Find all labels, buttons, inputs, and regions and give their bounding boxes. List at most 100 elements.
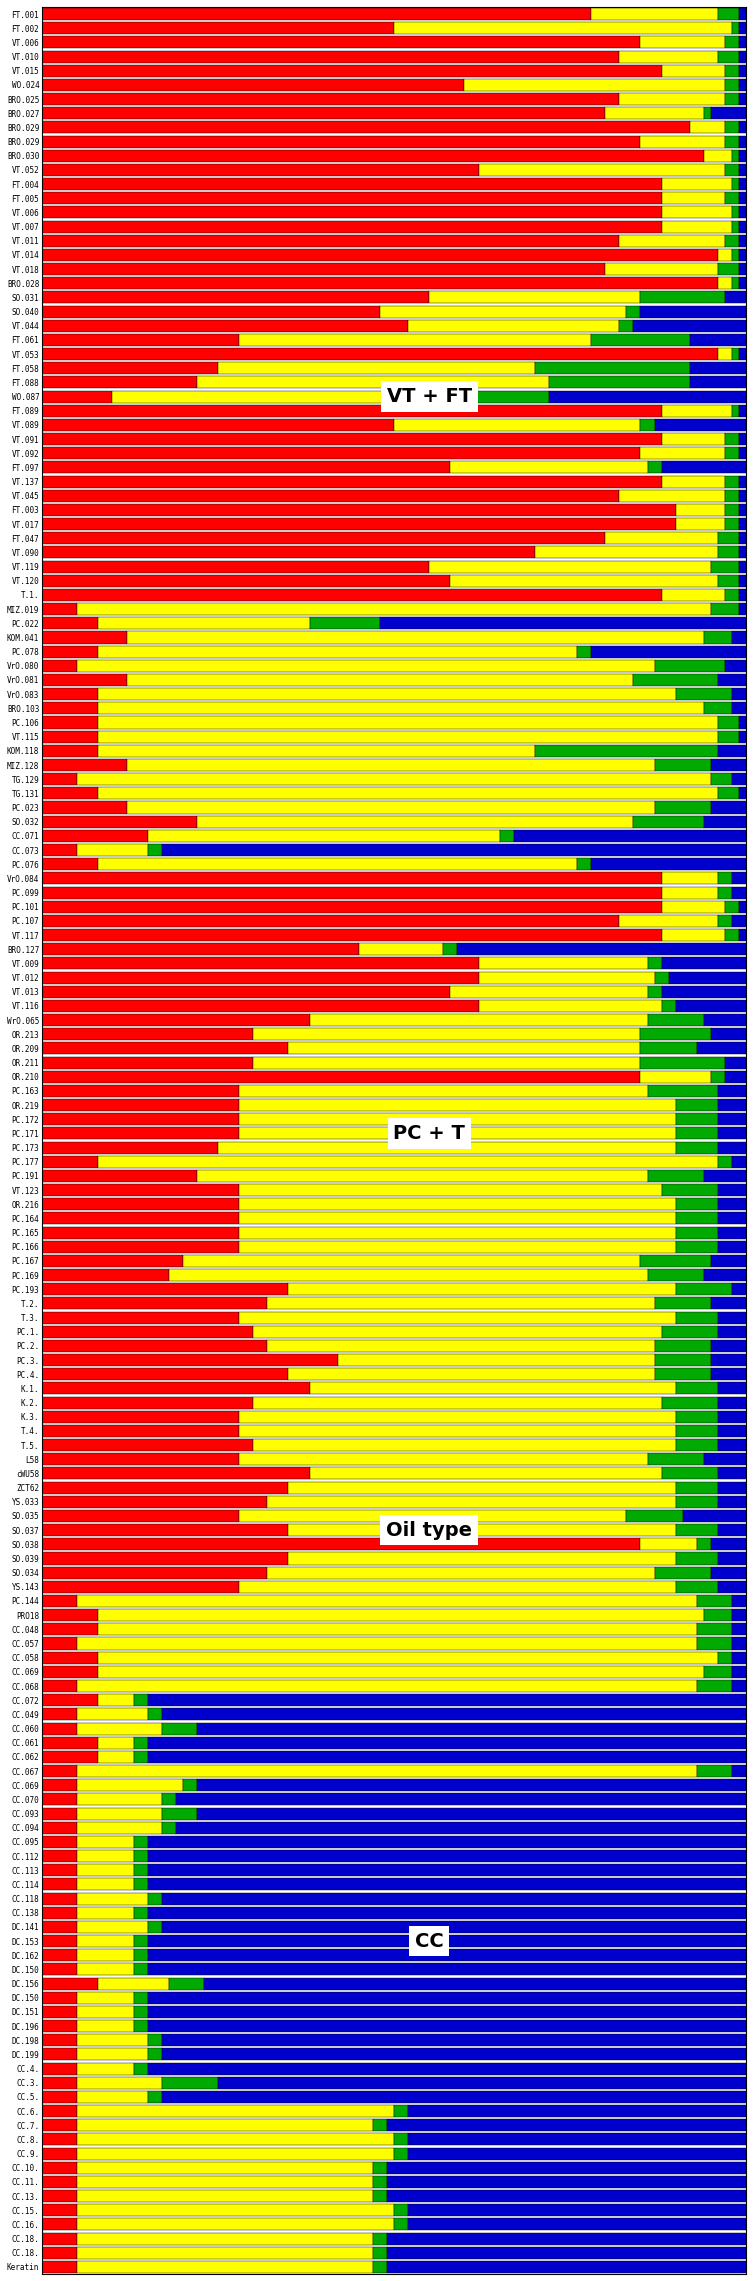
Bar	[239, 1227, 675, 1239]
Bar	[465, 390, 549, 404]
Bar	[704, 1665, 732, 1679]
Bar	[78, 2247, 373, 2258]
Bar	[42, 1056, 253, 1068]
Bar	[99, 1752, 133, 1763]
Bar	[78, 2092, 148, 2103]
Bar	[711, 1369, 746, 1380]
Bar	[725, 518, 739, 529]
Bar	[732, 349, 739, 360]
Bar	[42, 2203, 78, 2217]
Bar	[704, 1453, 746, 1464]
Bar	[662, 928, 725, 942]
Bar	[197, 1779, 746, 1791]
Bar	[725, 659, 746, 673]
Bar	[641, 1029, 711, 1040]
Bar	[162, 1921, 746, 1932]
Bar	[78, 1681, 697, 1693]
Bar	[675, 1140, 718, 1154]
Bar	[162, 1722, 197, 1734]
Bar	[133, 1752, 148, 1763]
Bar	[169, 1978, 204, 1989]
Bar	[739, 588, 746, 600]
Bar	[42, 2119, 78, 2130]
Bar	[718, 349, 732, 360]
Bar	[739, 504, 746, 516]
Bar	[78, 1779, 183, 1791]
Bar	[99, 746, 535, 757]
Bar	[739, 50, 746, 62]
Bar	[535, 746, 718, 757]
Bar	[42, 1312, 239, 1323]
Bar	[42, 1170, 197, 1182]
Bar	[42, 1140, 218, 1154]
Bar	[42, 192, 662, 205]
Bar	[620, 94, 725, 105]
Bar	[394, 2105, 408, 2117]
Bar	[42, 1213, 239, 1225]
Bar	[739, 262, 746, 276]
Bar	[148, 2005, 746, 2019]
Bar	[718, 1651, 732, 1663]
Bar	[718, 1312, 746, 1323]
Bar	[718, 50, 739, 62]
Bar	[718, 1127, 746, 1140]
Bar	[42, 787, 99, 798]
Bar	[42, 985, 450, 997]
Bar	[42, 602, 78, 616]
Bar	[78, 1950, 133, 1962]
Bar	[133, 1950, 148, 1962]
Bar	[99, 1736, 133, 1750]
Bar	[99, 703, 704, 714]
Bar	[739, 205, 746, 219]
Bar	[739, 9, 746, 21]
Bar	[675, 1284, 732, 1296]
Bar	[675, 1213, 718, 1225]
Bar	[675, 1198, 718, 1211]
Bar	[739, 561, 746, 573]
Bar	[99, 1156, 718, 1168]
Bar	[42, 1537, 641, 1551]
Bar	[450, 575, 718, 586]
Bar	[725, 504, 739, 516]
Bar	[288, 1369, 654, 1380]
Bar	[288, 1483, 675, 1494]
Bar	[711, 1567, 746, 1578]
Bar	[78, 1864, 133, 1877]
Bar	[725, 235, 739, 246]
Bar	[42, 349, 718, 360]
Bar	[732, 1765, 746, 1777]
Bar	[42, 1086, 239, 1097]
Bar	[373, 2233, 387, 2245]
Bar	[42, 659, 78, 673]
Bar	[429, 561, 711, 573]
Bar	[359, 942, 444, 956]
Bar	[697, 1624, 732, 1635]
Bar	[148, 1695, 746, 1706]
Bar	[648, 1268, 704, 1282]
Bar	[78, 2133, 394, 2146]
Bar	[42, 689, 99, 700]
Bar	[662, 1325, 718, 1337]
Bar	[718, 547, 739, 559]
Bar	[725, 447, 739, 458]
Bar	[711, 1029, 746, 1040]
Bar	[648, 1170, 704, 1182]
Bar	[739, 178, 746, 189]
Bar	[42, 1567, 267, 1578]
Bar	[197, 1170, 648, 1182]
Bar	[42, 249, 718, 260]
Bar	[42, 1099, 239, 1111]
Bar	[42, 730, 99, 744]
Bar	[42, 1638, 78, 1649]
Bar	[479, 164, 725, 176]
Bar	[253, 1056, 641, 1068]
Bar	[654, 1567, 711, 1578]
Bar	[133, 1907, 148, 1918]
Bar	[78, 773, 711, 785]
Bar	[732, 278, 739, 290]
Bar	[662, 404, 732, 417]
Bar	[239, 1453, 648, 1464]
Bar	[148, 1991, 746, 2003]
Bar	[253, 1029, 641, 1040]
Bar	[739, 192, 746, 205]
